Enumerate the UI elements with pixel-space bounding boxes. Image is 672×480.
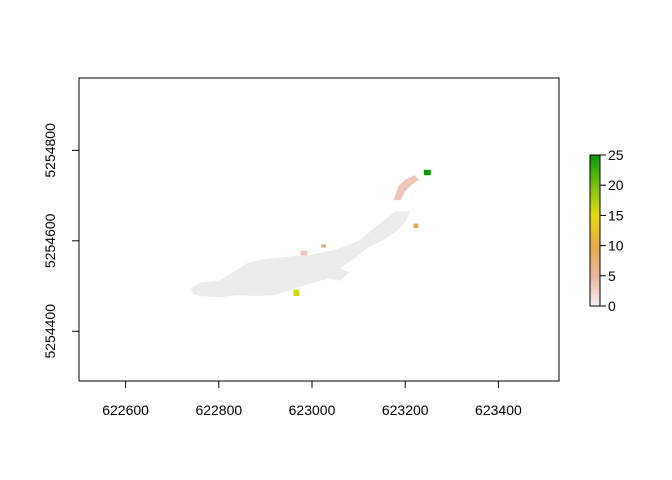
- legend-color-step: [590, 165, 600, 169]
- legend-color-step: [590, 300, 600, 304]
- legend-color-step: [590, 273, 600, 277]
- legend-color-step: [590, 303, 600, 307]
- y-axis: 5254400 5254600 5254800: [42, 123, 80, 359]
- legend-color-step: [590, 268, 600, 272]
- y-tick-label: 5254400: [42, 304, 58, 359]
- legend-tick-label: 10: [608, 238, 624, 254]
- raster-cell: [300, 250, 308, 256]
- legend-color-step: [590, 263, 600, 267]
- legend-color-step: [590, 288, 600, 292]
- legend-color-step: [590, 295, 600, 299]
- legend-color-step: [590, 230, 600, 234]
- raster-cells: [190, 169, 431, 298]
- legend-color-step: [590, 238, 600, 242]
- legend-color-step: [590, 197, 600, 201]
- legend-color-step: [590, 190, 600, 194]
- legend-tick-label: 25: [608, 147, 624, 163]
- y-tick-label: 5254800: [42, 123, 58, 178]
- legend-color-step: [590, 250, 600, 254]
- legend-color-step: [590, 225, 600, 229]
- legend-color-step: [590, 298, 600, 302]
- legend-color-step: [590, 265, 600, 269]
- legend-color-step: [590, 258, 600, 262]
- legend-color-step: [590, 182, 600, 186]
- legend-color-step: [590, 210, 600, 214]
- legend-color-step: [590, 248, 600, 252]
- legend-color-step: [590, 200, 600, 204]
- raster-cell: [265, 261, 312, 284]
- legend-color-step: [590, 205, 600, 209]
- legend-color-step: [590, 212, 600, 216]
- legend-color-step: [590, 187, 600, 191]
- legend-color-step: [590, 235, 600, 239]
- legend-color-step: [590, 270, 600, 274]
- raster-cell: [413, 223, 419, 229]
- legend-color-step: [590, 192, 600, 196]
- legend-color-step: [590, 157, 600, 161]
- legend-color-step: [590, 217, 600, 221]
- x-tick-label: 623000: [289, 402, 336, 418]
- legend-color-step: [590, 185, 600, 189]
- legend-color-step: [590, 222, 600, 226]
- legend-tick-label: 0: [608, 298, 616, 314]
- legend-color-step: [590, 285, 600, 289]
- legend-color-step: [590, 175, 600, 179]
- legend-color-step: [590, 293, 600, 297]
- legend-color-step: [590, 162, 600, 166]
- legend-color-step: [590, 233, 600, 237]
- legend-color-step: [590, 160, 600, 164]
- legend-tick-label: 5: [608, 268, 616, 284]
- legend-color-step: [590, 155, 600, 159]
- legend-color-step: [590, 280, 600, 284]
- legend-color-step: [590, 195, 600, 199]
- legend-color-step: [590, 207, 600, 211]
- legend-color-step: [590, 172, 600, 176]
- y-tick-label: 5254600: [42, 213, 58, 268]
- raster-cell: [321, 265, 350, 281]
- legend-color-step: [590, 227, 600, 231]
- legend-frame: [589, 154, 601, 307]
- legend-color-step: [590, 240, 600, 244]
- legend-color-step: [590, 260, 600, 264]
- legend-color-step: [590, 215, 600, 219]
- legend-color-step: [590, 283, 600, 287]
- raster-cell: [293, 289, 299, 296]
- raster-cell: [321, 244, 326, 248]
- legend-tick-label: 20: [608, 177, 624, 193]
- raster-cell: [190, 211, 410, 298]
- x-tick-label: 622600: [102, 402, 149, 418]
- x-tick-label: 623200: [382, 402, 429, 418]
- x-axis: 622600 622800 623000 623200 623400: [102, 380, 522, 418]
- legend-color-step: [590, 255, 600, 259]
- color-legend: 0 5 10 15 20 25: [589, 147, 624, 314]
- legend-color-step: [590, 290, 600, 294]
- raster-cell: [393, 175, 420, 201]
- legend-color-step: [590, 177, 600, 181]
- legend-color-step: [590, 170, 600, 174]
- legend-color-step: [590, 202, 600, 206]
- legend-color-step: [590, 220, 600, 224]
- raster-cell: [423, 169, 431, 176]
- x-tick-label: 622800: [195, 402, 242, 418]
- legend-color-step: [590, 278, 600, 282]
- x-tick-label: 623400: [475, 402, 522, 418]
- legend-tick-label: 15: [608, 207, 624, 223]
- legend-color-step: [590, 167, 600, 171]
- legend-color-step: [590, 275, 600, 279]
- plot-frame: [78, 77, 560, 382]
- legend-color-step: [590, 243, 600, 247]
- legend-color-step: [590, 180, 600, 184]
- legend-color-step: [590, 253, 600, 257]
- legend-color-step: [590, 245, 600, 249]
